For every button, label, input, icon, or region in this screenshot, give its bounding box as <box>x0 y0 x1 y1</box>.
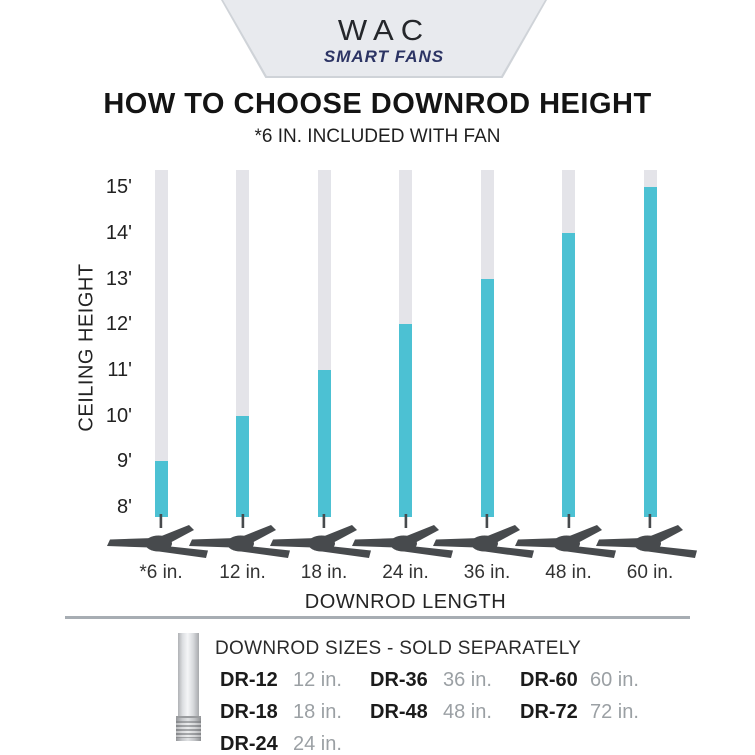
downrod-bar-recommended <box>480 278 494 517</box>
downrod-size-row: DR-72 72 in. <box>520 700 639 724</box>
y-tick-label: 13' <box>105 267 132 290</box>
x-tick-label: 24 in. <box>382 562 429 583</box>
downrod-size-value: 60 in. <box>590 669 639 691</box>
ceiling-fan-icon <box>596 514 697 558</box>
y-tick-label: 11' <box>107 358 132 381</box>
downrod-size-row: DR-60 60 in. <box>520 668 639 692</box>
ceiling-fan-icon <box>351 514 453 558</box>
x-tick-label: 18 in. <box>300 562 348 583</box>
x-tick-label: 36 in. <box>463 562 511 583</box>
downrod-size-row: DR-48 48 in. <box>370 700 492 724</box>
downrod-model: DR-48 <box>370 701 428 723</box>
downrod-size-row: DR-24 24 in. <box>220 732 342 755</box>
downrod-bar-recommended <box>562 232 575 517</box>
downrod-coupler-icon <box>176 716 201 741</box>
downrod-size-value: 12 in. <box>293 669 342 691</box>
downrod-model: DR-60 <box>520 669 578 691</box>
downrod-size-value: 36 in. <box>443 669 492 691</box>
x-tick-label: 48 in. <box>545 562 592 583</box>
ceiling-fan-icon <box>188 514 290 558</box>
y-tick-label: 14' <box>105 221 132 244</box>
x-tick-label: *6 in. <box>139 562 183 583</box>
downrod-icon <box>178 633 199 718</box>
x-axis-title: DOWNROD LENGTH <box>304 591 507 613</box>
y-tick-label: 9' <box>117 450 132 473</box>
page-title: HOW TO CHOOSE DOWNROD HEIGHT <box>103 88 652 120</box>
y-tick-label: 15' <box>105 176 132 199</box>
brand-name: WAC <box>337 14 431 47</box>
downrod-bar-recommended <box>643 187 657 517</box>
page-subtitle: *6 IN. INCLUDED WITH FAN <box>254 126 501 147</box>
ceiling-fan-icon <box>514 514 616 558</box>
ceiling-fan-icon <box>433 514 534 558</box>
downrod-bar-recommended <box>317 369 331 517</box>
downrod-model: DR-72 <box>520 701 578 723</box>
downrod-bar-recommended <box>236 415 249 517</box>
section-divider <box>65 616 690 619</box>
downrod-model: DR-36 <box>370 669 428 691</box>
downrod-size-row: DR-36 36 in. <box>370 668 492 692</box>
downrod-size-value: 72 in. <box>590 701 639 723</box>
y-tick-label: 10' <box>105 404 132 427</box>
downrod-bar-track <box>154 170 168 517</box>
downrod-model: DR-12 <box>220 669 278 691</box>
downrod-size-row: DR-12 12 in. <box>220 668 342 692</box>
x-tick-label: 60 in. <box>626 562 674 583</box>
y-tick-label: 8' <box>117 496 132 518</box>
downrod-size-value: 48 in. <box>443 701 492 723</box>
downrod-model: DR-18 <box>220 701 278 723</box>
downrod-sizes-heading: DOWNROD SIZES - SOLD SEPARATELY <box>215 638 582 659</box>
downrod-size-value: 24 in. <box>293 733 342 755</box>
brand-banner: WAC SMART FANS <box>223 0 545 76</box>
downrod-size-row: DR-18 18 in. <box>220 700 342 724</box>
downrod-bar-recommended <box>399 324 412 517</box>
downrod-bar-recommended <box>154 461 168 517</box>
y-tick-label: 12' <box>105 313 132 336</box>
x-tick-label: 12 in. <box>219 562 266 583</box>
ceiling-fan-icon <box>107 514 208 558</box>
brand-tagline: SMART FANS <box>323 47 445 66</box>
ceiling-fan-icon <box>270 514 371 558</box>
downrod-size-value: 18 in. <box>293 701 342 723</box>
downrod-model: DR-24 <box>220 733 278 755</box>
